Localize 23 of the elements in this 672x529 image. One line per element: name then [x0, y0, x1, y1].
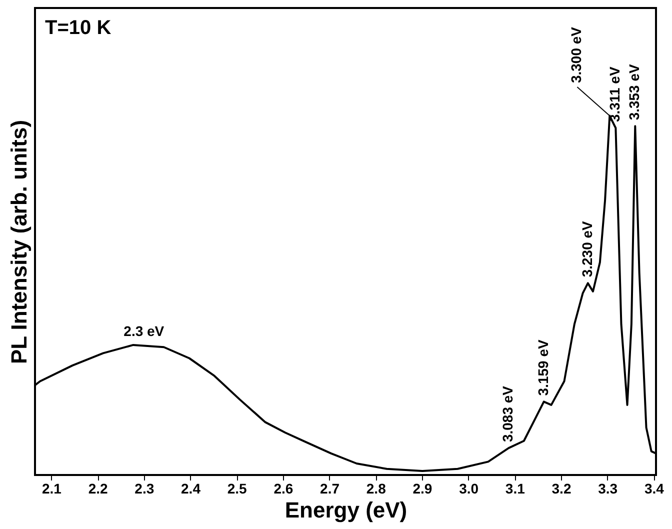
- x-tick-label: 2.2: [88, 480, 108, 496]
- annotation: 2.3 eV: [124, 322, 165, 339]
- text: T=10 K: [45, 17, 112, 39]
- x-tick-label: 2.1: [42, 480, 62, 496]
- annotation: 3.300 eV: [568, 26, 584, 84]
- x-tick-label: 3.1: [505, 480, 526, 496]
- x-tick-label: 3.2: [552, 480, 572, 496]
- x-tick-label: 2.6: [274, 480, 294, 496]
- annotation: 3.083 eV: [500, 385, 516, 442]
- x-tick-label: 3.4: [644, 480, 664, 496]
- x-axis-title: Energy (eV): [284, 498, 408, 522]
- x-tick-label: 3.3: [598, 480, 618, 496]
- x-tick-label: 2.9: [412, 480, 432, 496]
- x-tick-label: 2.8: [366, 480, 386, 496]
- x-tick-label: 2.3: [134, 480, 154, 496]
- x-tick-label: 3.0: [459, 480, 479, 496]
- x-tick-label: 2.4: [181, 480, 201, 496]
- y-axis-title: PL Intensity (arb. units): [6, 120, 32, 364]
- x-tick-label: 2.7: [320, 480, 340, 496]
- annotation: 3.230 eV: [578, 220, 595, 278]
- x-tick-label: 2.5: [227, 480, 248, 496]
- annotation: 3.159 eV: [534, 339, 551, 396]
- annotation: 3.353 eV: [626, 63, 642, 120]
